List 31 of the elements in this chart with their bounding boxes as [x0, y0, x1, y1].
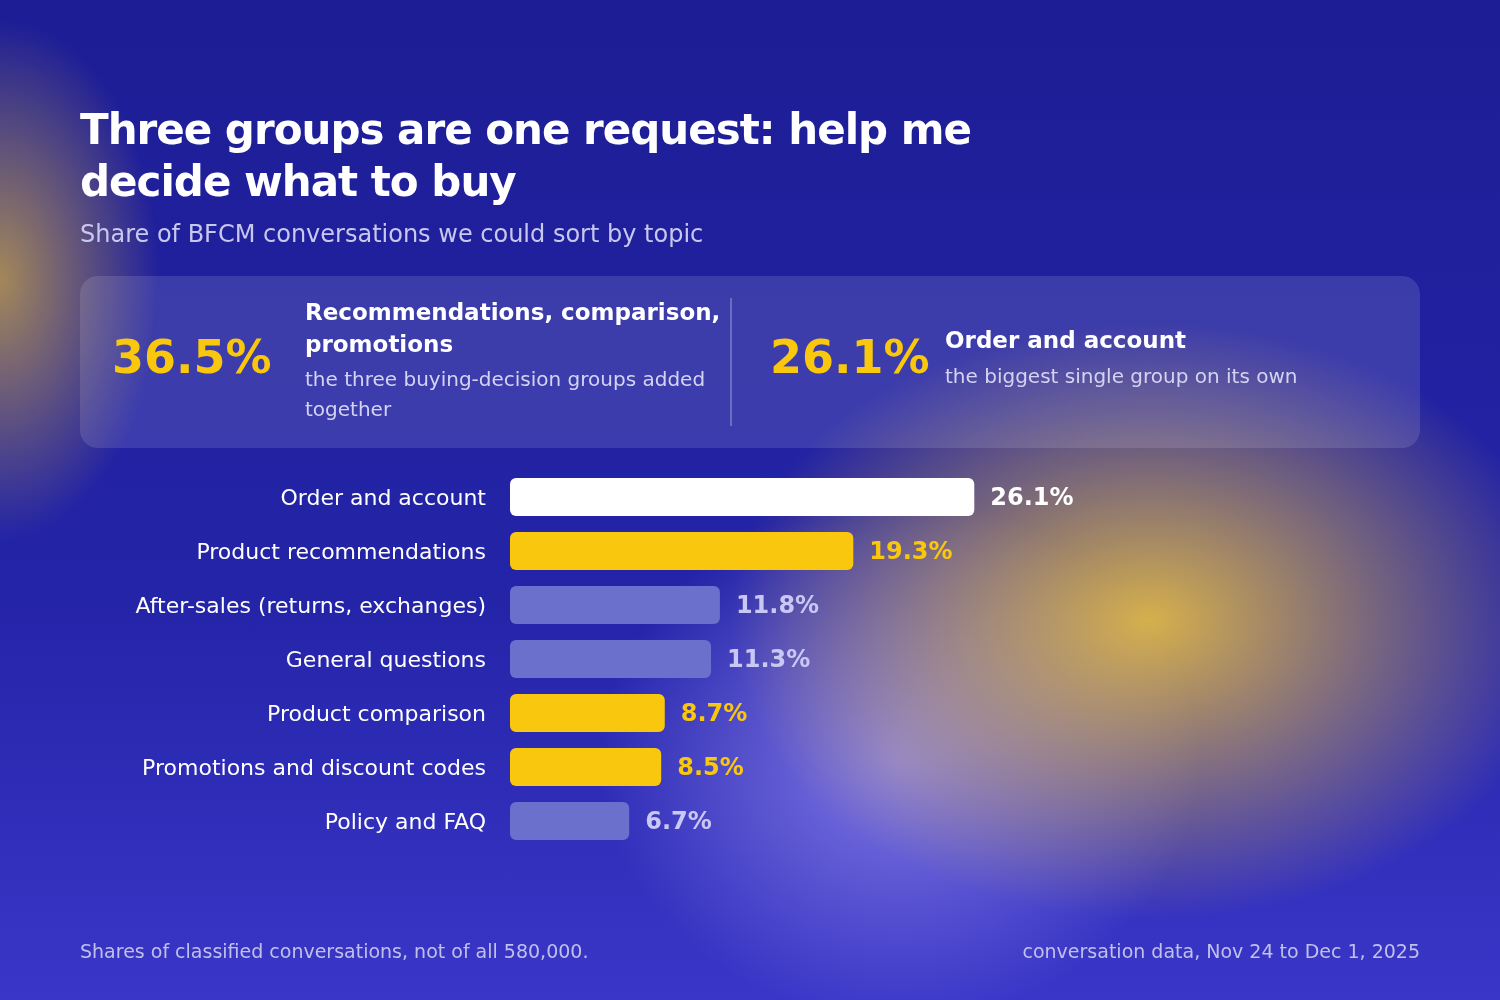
y-tick-label: Promotions and discount codes [142, 754, 486, 780]
chart-title: Three groups are one request: help me decide what to buy [80, 105, 971, 206]
data-label: 26.1% [990, 483, 1074, 511]
y-tick-label: Product comparison [267, 700, 486, 726]
data-label: 11.8% [735, 591, 820, 619]
y-tick-label: After-sales (returns, exchanges) [135, 592, 486, 618]
text: 26.1% [770, 330, 930, 384]
text: the biggest single group on its own [945, 364, 1298, 388]
text: 36.5% [112, 330, 272, 384]
text: Shares of classified conversations, not of all 580,000. [80, 940, 589, 962]
bar [510, 802, 630, 840]
data-label: 6.7% [645, 807, 712, 835]
bar [510, 748, 662, 786]
y-tick-label: General questions [285, 646, 486, 672]
data-label: 8.5% [677, 753, 744, 781]
data-label: 11.3% [727, 645, 811, 673]
data-label: 8.7% [680, 699, 748, 727]
bar [510, 532, 854, 570]
text: Order and account [945, 327, 1187, 353]
bar [510, 640, 712, 678]
y-tick-label: Product recommendations [196, 538, 486, 564]
bar [510, 478, 975, 516]
text: the three buying-decision groups added together [305, 367, 706, 421]
chart-subtitle: Share of BFCM conversations we could sort by topic [80, 220, 704, 248]
data-label: 19.3% [869, 537, 953, 565]
y-tick-label: Policy and FAQ [324, 808, 486, 834]
text: Recommendations, comparison, promotions [305, 299, 721, 357]
bar [510, 586, 720, 624]
text: conversation data, Nov 24 to Dec 1, 2025 [1022, 940, 1420, 962]
y-tick-label: Order and account [280, 484, 487, 510]
bar [510, 694, 665, 732]
